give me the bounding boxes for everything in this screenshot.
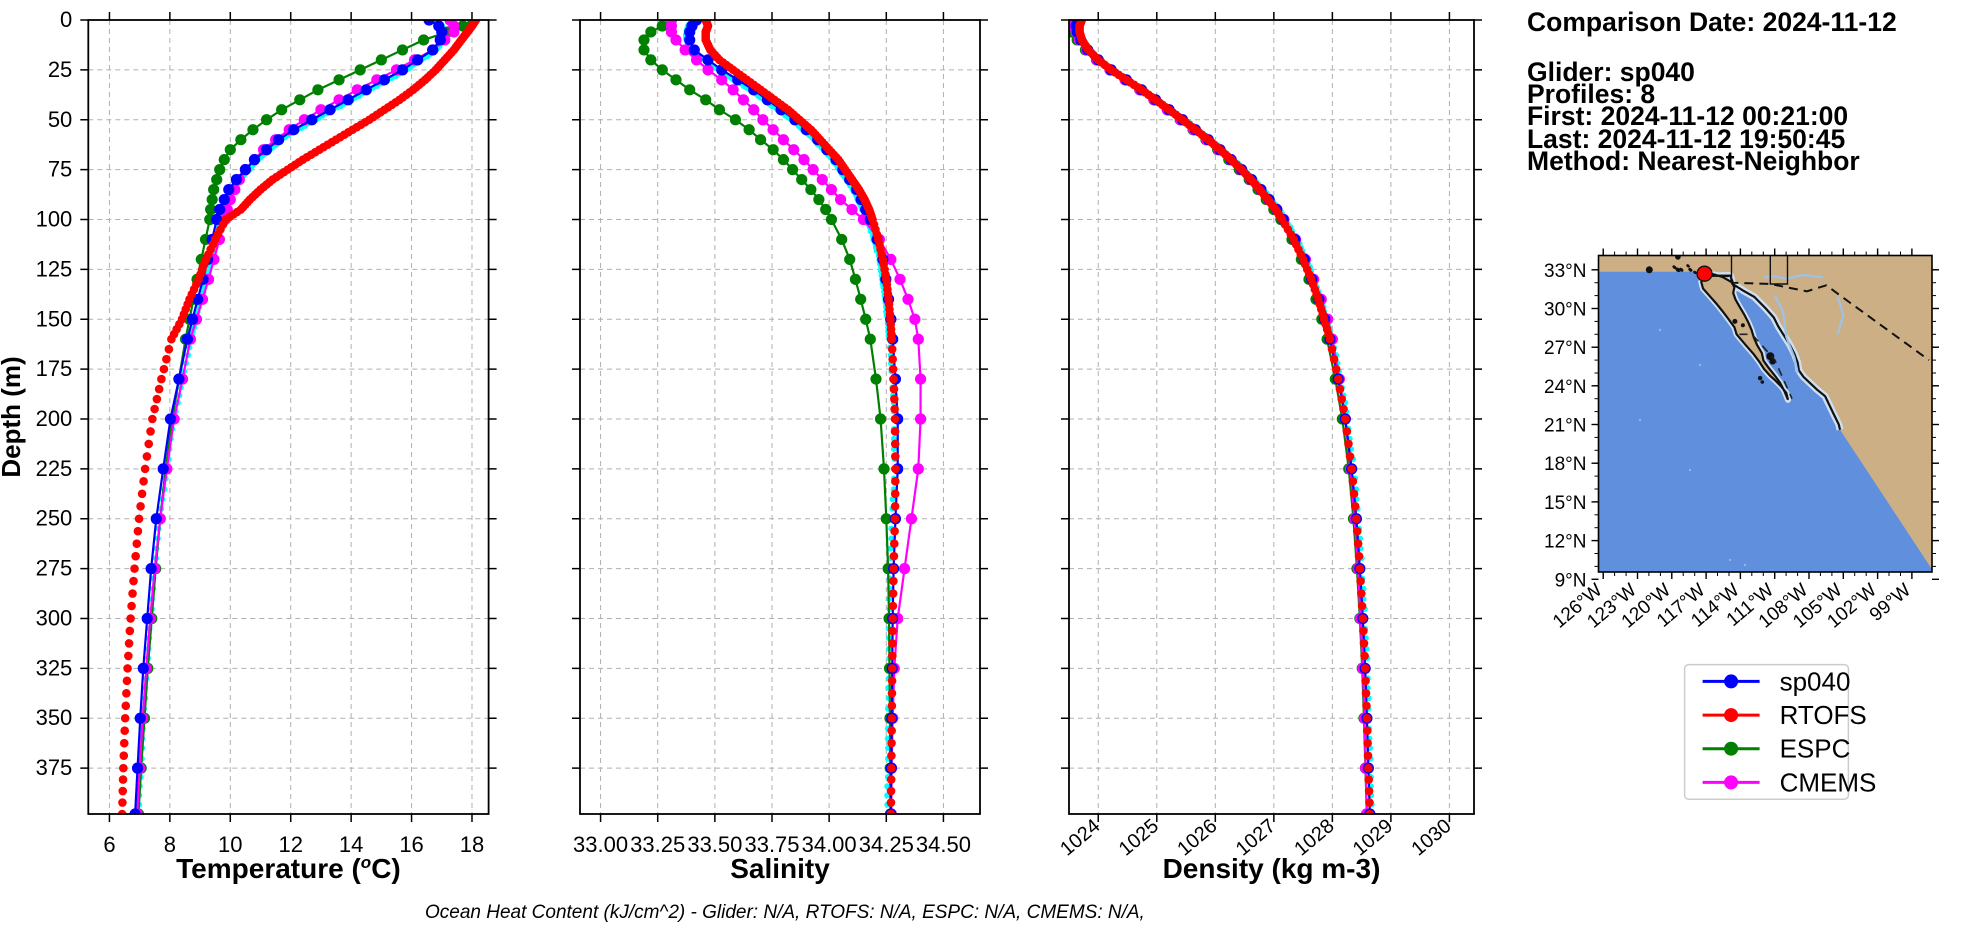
svg-text:Ocean Heat Content (kJ/cm^2) -: Ocean Heat Content (kJ/cm^2) - Glider: N…: [425, 902, 1145, 923]
svg-text:Density (kg m-3): Density (kg m-3): [1163, 853, 1381, 884]
svg-text:Salinity: Salinity: [730, 853, 830, 884]
svg-text:15°N: 15°N: [1544, 493, 1586, 514]
svg-text:33°N: 33°N: [1544, 261, 1586, 282]
svg-text:50: 50: [48, 107, 72, 132]
svg-text:75: 75: [48, 157, 72, 182]
svg-text:350: 350: [36, 705, 73, 730]
svg-text:34.25: 34.25: [859, 832, 914, 857]
svg-text:ESPC: ESPC: [1780, 734, 1851, 764]
svg-text:30°N: 30°N: [1544, 300, 1586, 321]
svg-text:99°W: 99°W: [1866, 580, 1915, 626]
svg-text:CMEMS: CMEMS: [1780, 767, 1877, 797]
svg-text:21°N: 21°N: [1544, 416, 1586, 437]
svg-text:225: 225: [36, 456, 73, 481]
svg-text:Temperature (oC): Temperature (oC): [176, 853, 401, 884]
svg-text:Method: Nearest-Neighbor: Method: Nearest-Neighbor: [1527, 146, 1860, 176]
svg-text:200: 200: [36, 406, 73, 431]
svg-text:33.00: 33.00: [573, 832, 628, 857]
svg-text:1030: 1030: [1407, 815, 1455, 860]
svg-text:6: 6: [103, 832, 115, 857]
svg-text:sp040: sp040: [1780, 666, 1851, 696]
svg-text:275: 275: [36, 556, 73, 581]
svg-text:300: 300: [36, 605, 73, 630]
svg-text:33.25: 33.25: [630, 832, 685, 857]
svg-text:375: 375: [36, 755, 73, 780]
svg-text:1025: 1025: [1115, 815, 1163, 860]
svg-text:RTOFS: RTOFS: [1780, 700, 1867, 730]
svg-text:Depth (m): Depth (m): [0, 356, 26, 477]
svg-text:8: 8: [164, 832, 176, 857]
svg-text:1024: 1024: [1056, 815, 1104, 860]
svg-text:27°N: 27°N: [1544, 338, 1586, 359]
svg-text:12°N: 12°N: [1544, 532, 1586, 553]
svg-text:0: 0: [60, 7, 72, 32]
svg-text:100: 100: [36, 207, 73, 232]
svg-text:16: 16: [399, 832, 423, 857]
svg-text:18°N: 18°N: [1544, 454, 1586, 475]
svg-text:24°N: 24°N: [1544, 377, 1586, 398]
svg-text:250: 250: [36, 506, 73, 531]
svg-text:25: 25: [48, 57, 72, 82]
svg-text:150: 150: [36, 306, 73, 331]
svg-text:325: 325: [36, 655, 73, 680]
svg-text:175: 175: [36, 356, 73, 381]
svg-text:34.50: 34.50: [916, 832, 971, 857]
svg-text:125: 125: [36, 256, 73, 281]
svg-text:Comparison Date: 2024-11-12: Comparison Date: 2024-11-12: [1527, 7, 1897, 37]
svg-text:18: 18: [460, 832, 484, 857]
